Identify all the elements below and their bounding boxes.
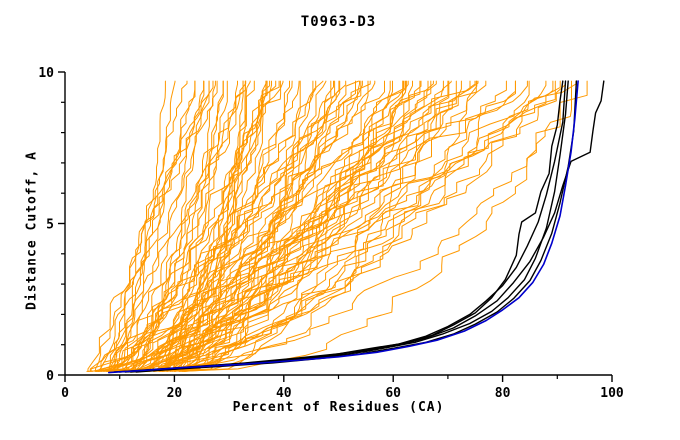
ensemble-curve — [103, 80, 176, 372]
y-tick-label: 10 — [38, 66, 54, 81]
ensemble-curve — [135, 80, 246, 372]
ensemble-curve — [110, 80, 244, 372]
ensemble-curve — [123, 80, 429, 372]
ensemble-curve — [119, 80, 405, 372]
ensemble-curve — [124, 80, 477, 372]
x-tick-label: 40 — [276, 386, 292, 401]
y-tick-label: 5 — [46, 218, 54, 233]
ensemble-curve — [109, 80, 561, 372]
ensemble-curve — [121, 80, 404, 372]
ensemble-curve — [176, 80, 336, 372]
best-model-line — [108, 80, 579, 374]
ensemble-curve — [110, 80, 216, 372]
ensemble-curve — [87, 80, 214, 372]
ensemble-curve — [95, 80, 210, 372]
x-tick-label: 20 — [167, 386, 183, 401]
ensemble-curve — [95, 80, 166, 372]
ensemble-curves — [86, 80, 588, 372]
ensemble-curve — [97, 80, 422, 372]
ensemble-curve — [89, 80, 385, 372]
x-tick-label: 100 — [600, 386, 624, 401]
ensemble-curve — [140, 80, 556, 372]
ensemble-curve — [153, 80, 409, 372]
ensemble-curve — [106, 80, 444, 372]
x-axis-label: Percent of Residues (CA) — [232, 400, 445, 415]
ensemble-curve — [115, 80, 371, 372]
ensemble-curve — [182, 80, 369, 372]
highlighted-model-5-line — [135, 80, 567, 373]
ensemble-curve — [169, 80, 516, 372]
ensemble-curve — [113, 80, 280, 372]
x-tick-label: 60 — [385, 386, 401, 401]
ensemble-curve — [182, 80, 363, 372]
ensemble-curve — [161, 80, 281, 372]
ensemble-curve — [153, 80, 516, 372]
ensemble-curve — [108, 80, 530, 372]
ensemble-curve — [124, 80, 300, 372]
ensemble-curve — [86, 80, 566, 372]
ensemble-curve — [145, 80, 332, 372]
ensemble-curve — [178, 80, 572, 372]
ensemble-curve — [97, 80, 360, 372]
chart-title: T0963-D3 — [300, 14, 377, 30]
y-axis-label: Distance Cutoff, A — [24, 151, 40, 310]
ensemble-curve — [166, 80, 376, 372]
ensemble-curve — [161, 80, 450, 372]
ensemble-curve — [105, 80, 271, 372]
ensemble-curve — [125, 80, 293, 372]
ensemble-curve — [118, 80, 404, 372]
ensemble-curve — [173, 80, 251, 372]
ensemble-curve — [132, 80, 205, 372]
best-model-curve — [108, 80, 579, 374]
y-tick-label: 0 — [46, 369, 54, 384]
ensemble-curve — [140, 80, 588, 372]
ensemble-curve — [87, 80, 327, 372]
ensemble-curve — [108, 80, 196, 372]
ensemble-curve — [163, 80, 255, 372]
highlighted-model-4-line — [124, 80, 578, 373]
ensemble-curve — [158, 80, 577, 372]
ensemble-curve — [183, 80, 421, 372]
ensemble-curve — [95, 80, 340, 372]
x-tick-label: 0 — [61, 386, 69, 401]
x-tick-label: 80 — [495, 386, 511, 401]
ensemble-curve — [130, 80, 547, 372]
ensemble-curve — [110, 80, 391, 372]
axes: 0 20 40 60 80 100 0 5 10 — [38, 66, 624, 401]
